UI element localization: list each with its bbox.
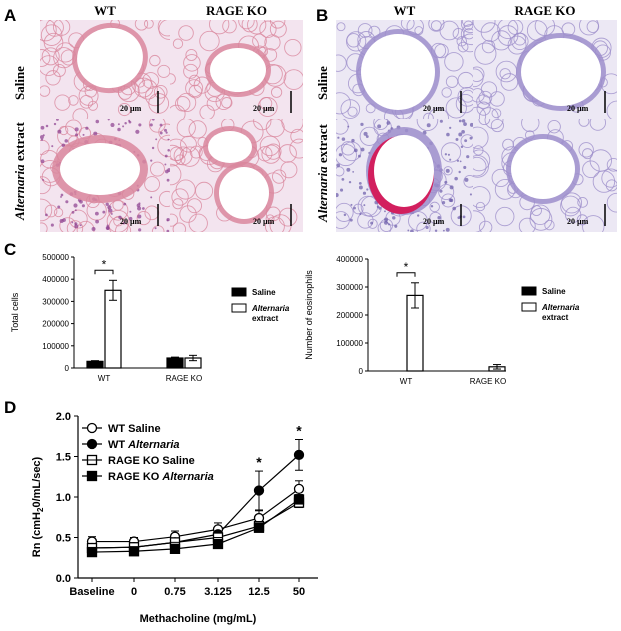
data-point [128,546,140,557]
legend-label: Alternaria extract [251,304,290,323]
x-tick-label: 0.75 [164,586,185,598]
series-line [91,498,300,553]
legend-label: WT Saline [108,423,161,435]
x-tick-label: WT [98,374,111,383]
histology-image [170,119,303,232]
scale-bar-label: 20 µm [423,104,445,113]
panel-letter-d: D [4,398,17,417]
legend-swatch [521,302,537,312]
data-point [253,522,265,533]
data-point [86,546,98,558]
panel-a-row-alternaria: Alternaria extract [12,122,27,220]
histology-image [40,119,170,232]
panel-letter-c: C [4,240,17,259]
panel-b-row-alternaria: Alternaria extract [315,124,330,222]
panel-b-col-rage-ko: RAGE KO [514,3,576,18]
legend-label: WT Alternaria [108,439,180,451]
scale-bar-label: 20 µm [253,104,275,113]
y-tick-label: 400000 [336,255,363,264]
data-point [253,485,265,496]
panel-a-row-saline: Saline [12,66,27,100]
x-tick-label: 12.5 [248,586,269,598]
data-point [169,543,181,554]
y-tick-label: 200000 [336,311,363,320]
y-axis-label: Number of eosinophils [304,270,314,360]
data-point [293,483,305,495]
bar [104,289,122,369]
series-line [91,502,300,549]
y-tick-label: 1.0 [56,492,71,504]
y-tick-label: 300000 [336,283,363,292]
data-point [212,538,224,550]
scale-bar-label: 20 µm [423,217,445,226]
y-tick-label: 200000 [42,320,69,329]
panel-a-col-wt: WT [94,3,116,18]
y-tick-label: 0 [65,364,70,373]
panel-b-row-saline: Saline [315,66,330,100]
scale-bar-label: 20 µm [567,104,589,113]
data-point [293,494,305,505]
legend-label: RAGE KO Alternaria [108,471,214,483]
x-tick-label: 0 [131,586,137,598]
scale-bar-label: 20 µm [253,217,275,226]
chart-airway-resistance: 0.0 0.5 1.0 1.5 2.0 Baseline 0 0.75 3.125 12.5 50 M… [31,411,318,625]
legend-swatch [521,286,537,296]
x-tick-label: RAGE KO [166,374,202,383]
x-tick-label: 50 [293,586,305,598]
legend-label: RAGE KO Saline [108,455,195,467]
significance-star: * [256,454,262,470]
legend-swatch [231,287,247,297]
x-tick-label: WT [400,377,413,386]
data-point [86,422,98,434]
histology-image [336,119,473,232]
scale-bar-label: 20 µm [120,217,142,226]
data-point [293,449,305,461]
data-point [86,470,98,482]
y-tick-label: 400000 [42,275,69,284]
x-axis-label: Methacholine (mg/mL) [140,613,257,625]
histology-image [336,20,473,119]
legend-label: Saline [542,287,566,296]
data-point [86,438,98,450]
panel-b-col-wt: WT [393,3,416,18]
y-tick-label: 2.0 [56,411,71,423]
y-axis-label: Rn (cmH20/mL/sec) [31,456,45,557]
y-tick-label: 1.5 [56,452,71,464]
x-tick-label: 3.125 [204,586,232,598]
histology-image [170,20,303,119]
histology-image [473,20,617,119]
y-tick-label: 0.5 [56,533,71,545]
scale-bar-label: 20 µm [120,104,142,113]
y-tick-label: 300000 [42,297,69,306]
significance-bracket [94,269,114,275]
y-tick-label: 0.0 [56,573,71,585]
y-tick-label: 500000 [42,253,69,262]
panel-letter-a: A [4,6,17,25]
significance-star: * [404,260,409,274]
histology-image [40,20,170,119]
y-axis-label: Total cells [10,292,20,332]
legend-label: Saline [252,288,276,297]
series-line [91,454,300,549]
x-tick-label: Baseline [69,586,114,598]
y-tick-label: 0 [359,367,364,376]
x-tick-label: RAGE KO [470,377,506,386]
significance-bracket [396,272,416,277]
series-line [92,488,300,543]
panel-a-col-rage-ko: RAGE KO [205,3,268,18]
scale-bar-label: 20 µm [567,217,589,226]
histology-image [473,119,617,232]
y-tick-label: 100000 [42,342,69,351]
chart-eosinophils: 0 100000 200000 300000 400000 Number of eosin… [304,255,580,386]
panel-letter-b: B [316,6,329,25]
significance-star: * [296,422,302,438]
chart-total-cells: 0 100000 200000 300000 400000 500000 Total cel… [10,253,290,383]
bar [166,357,184,369]
y-tick-label: 100000 [336,339,363,348]
significance-star: * [102,257,107,271]
legend-label: Alternaria extract [541,303,580,322]
legend-swatch [231,303,247,313]
